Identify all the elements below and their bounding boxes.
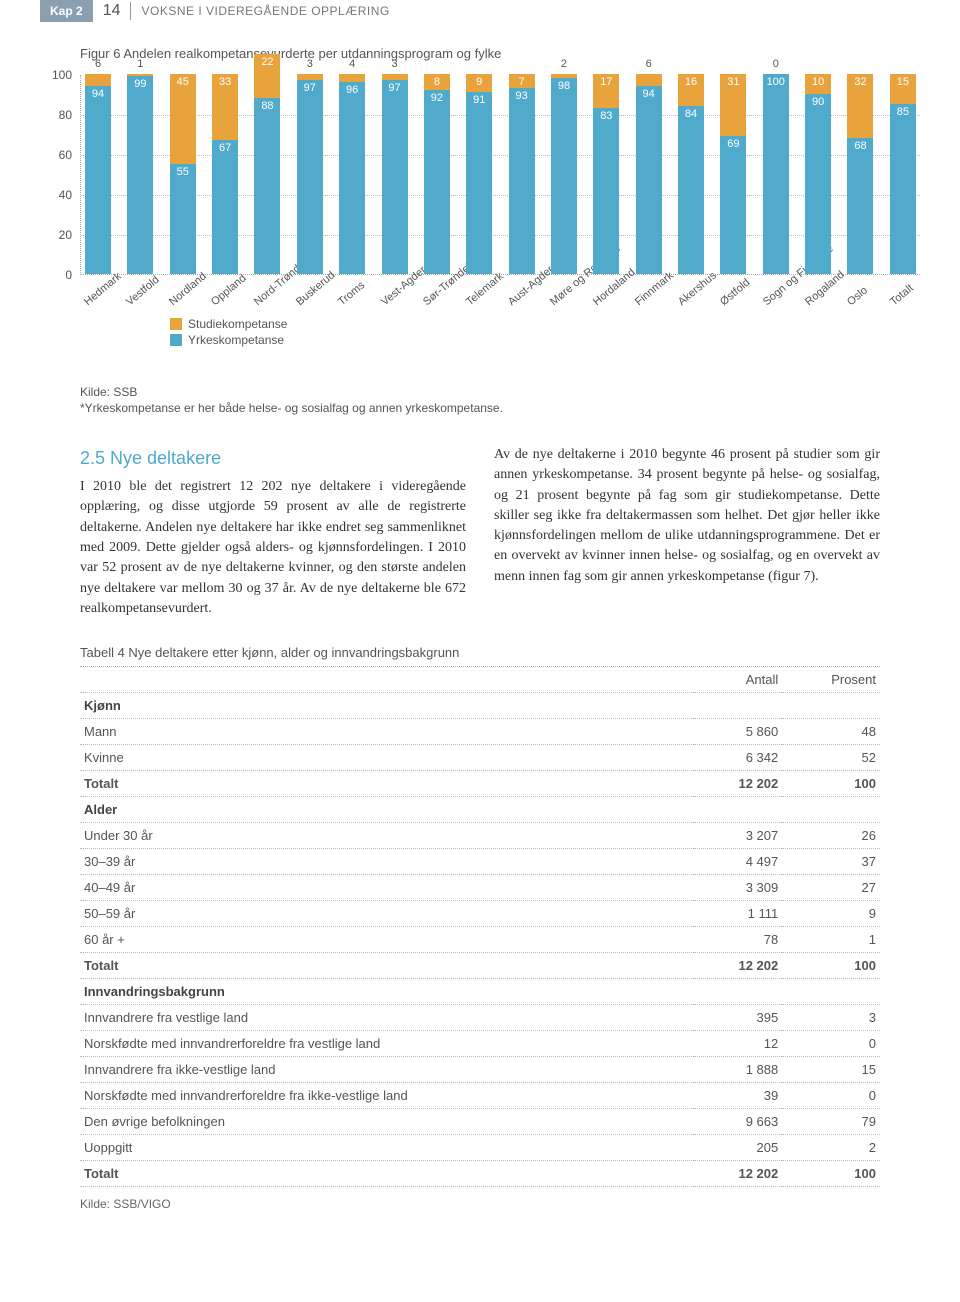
page-number: 14 bbox=[103, 0, 121, 20]
bar-col: 5545 bbox=[168, 74, 198, 274]
table-section-row: Innvandringsbakgrunn bbox=[80, 979, 880, 1005]
table-row: Kvinne6 34252 bbox=[80, 745, 880, 771]
table-head-row: Antall Prosent bbox=[80, 667, 880, 693]
section-heading: 2.5 Nye deltakere bbox=[80, 445, 466, 471]
right-paragraph: Av de nye deltakerne i 2010 begynte 46 p… bbox=[494, 447, 880, 584]
figure-note: *Yrkeskompetanse er her både helse- og s… bbox=[80, 401, 503, 415]
body-text: 2.5 Nye deltakere I 2010 ble det registr… bbox=[80, 445, 880, 619]
bar-col: 6733 bbox=[210, 74, 240, 274]
left-paragraph: I 2010 ble det registrert 12 202 nye del… bbox=[80, 479, 466, 616]
page-header: Kap 2 14 VOKSNE I VIDEREGÅENDE OPPLÆRING bbox=[40, 0, 920, 22]
bar-col: 6832 bbox=[845, 74, 875, 274]
table-row: 60 år +781 bbox=[80, 927, 880, 953]
table-section-row: Kjønn bbox=[80, 693, 880, 719]
bar-col: 973 bbox=[295, 74, 325, 274]
bar-col: 1000 bbox=[761, 74, 791, 274]
bar-col: 982 bbox=[549, 74, 579, 274]
bar-col: 964 bbox=[337, 74, 367, 274]
table-source: Kilde: SSB/VIGO bbox=[80, 1197, 920, 1211]
right-column: Av de nye deltakerne i 2010 begynte 46 p… bbox=[494, 445, 880, 619]
table-row: Totalt12 202100 bbox=[80, 771, 880, 797]
bar-col: 928 bbox=[422, 74, 452, 274]
chart: 100806040200 946991554567338822973964973… bbox=[80, 75, 920, 351]
table-row: 50–59 år1 1119 bbox=[80, 901, 880, 927]
source-label: Kilde: SSB bbox=[80, 385, 920, 399]
data-table: Antall Prosent KjønnMann5 86048Kvinne6 3… bbox=[80, 667, 880, 1187]
table-section-row: Alder bbox=[80, 797, 880, 823]
bar-col: 946 bbox=[83, 74, 113, 274]
table-row: Innvandrere fra ikke-vestlige land1 8881… bbox=[80, 1057, 880, 1083]
bar-col: 8416 bbox=[676, 74, 706, 274]
bar-col: 937 bbox=[507, 74, 537, 274]
bar-col: 973 bbox=[380, 74, 410, 274]
plot-area: 9469915545673388229739649739289199379828… bbox=[80, 75, 920, 275]
left-column: 2.5 Nye deltakere I 2010 ble det registr… bbox=[80, 445, 466, 619]
bar-col: 946 bbox=[634, 74, 664, 274]
table-row: Norskfødte med innvandrerforeldre fra ve… bbox=[80, 1031, 880, 1057]
figure-source: Kilde: SSB *Yrkeskompetanse er her både … bbox=[80, 385, 920, 415]
table-row: Totalt12 202100 bbox=[80, 953, 880, 979]
table-row: Uoppgitt2052 bbox=[80, 1135, 880, 1161]
col-prosent: Prosent bbox=[782, 667, 880, 693]
divider bbox=[130, 2, 131, 20]
col-label bbox=[80, 667, 694, 693]
header-title: VOKSNE I VIDEREGÅENDE OPPLÆRING bbox=[141, 0, 389, 18]
table-row: Den øvrige befolkningen9 66379 bbox=[80, 1109, 880, 1135]
bar-col: 8317 bbox=[591, 74, 621, 274]
figure-6: Figur 6 Andelen realkompetansevurderte p… bbox=[80, 46, 920, 347]
page: Kap 2 14 VOKSNE I VIDEREGÅENDE OPPLÆRING… bbox=[0, 0, 960, 1241]
bar-col: 9010 bbox=[803, 74, 833, 274]
col-antall: Antall bbox=[694, 667, 782, 693]
table-row: Mann5 86048 bbox=[80, 719, 880, 745]
table-title: Tabell 4 Nye deltakere etter kjønn, alde… bbox=[80, 645, 880, 667]
table-row: 30–39 år4 49737 bbox=[80, 849, 880, 875]
bar-col: 6931 bbox=[718, 74, 748, 274]
table-row: Under 30 år3 20726 bbox=[80, 823, 880, 849]
bar-col: 991 bbox=[125, 74, 155, 274]
figure-title: Figur 6 Andelen realkompetansevurderte p… bbox=[80, 46, 920, 61]
y-axis: 100806040200 bbox=[52, 75, 72, 275]
table-row: 40–49 år3 30927 bbox=[80, 875, 880, 901]
bar-col: 8515 bbox=[888, 74, 918, 274]
table-body: KjønnMann5 86048Kvinne6 34252Totalt12 20… bbox=[80, 693, 880, 1187]
bar-col: 8822 bbox=[252, 54, 282, 274]
x-axis: HedmarkVestfoldNordlandOpplandNord-Trønd… bbox=[80, 275, 920, 351]
table-4: Tabell 4 Nye deltakere etter kjønn, alde… bbox=[80, 645, 880, 1187]
table-row: Norskfødte med innvandrerforeldre fra ik… bbox=[80, 1083, 880, 1109]
table-row: Totalt12 202100 bbox=[80, 1161, 880, 1187]
table-row: Innvandrere fra vestlige land3953 bbox=[80, 1005, 880, 1031]
chapter-badge: Kap 2 bbox=[40, 0, 93, 22]
bar-col: 919 bbox=[464, 74, 494, 274]
